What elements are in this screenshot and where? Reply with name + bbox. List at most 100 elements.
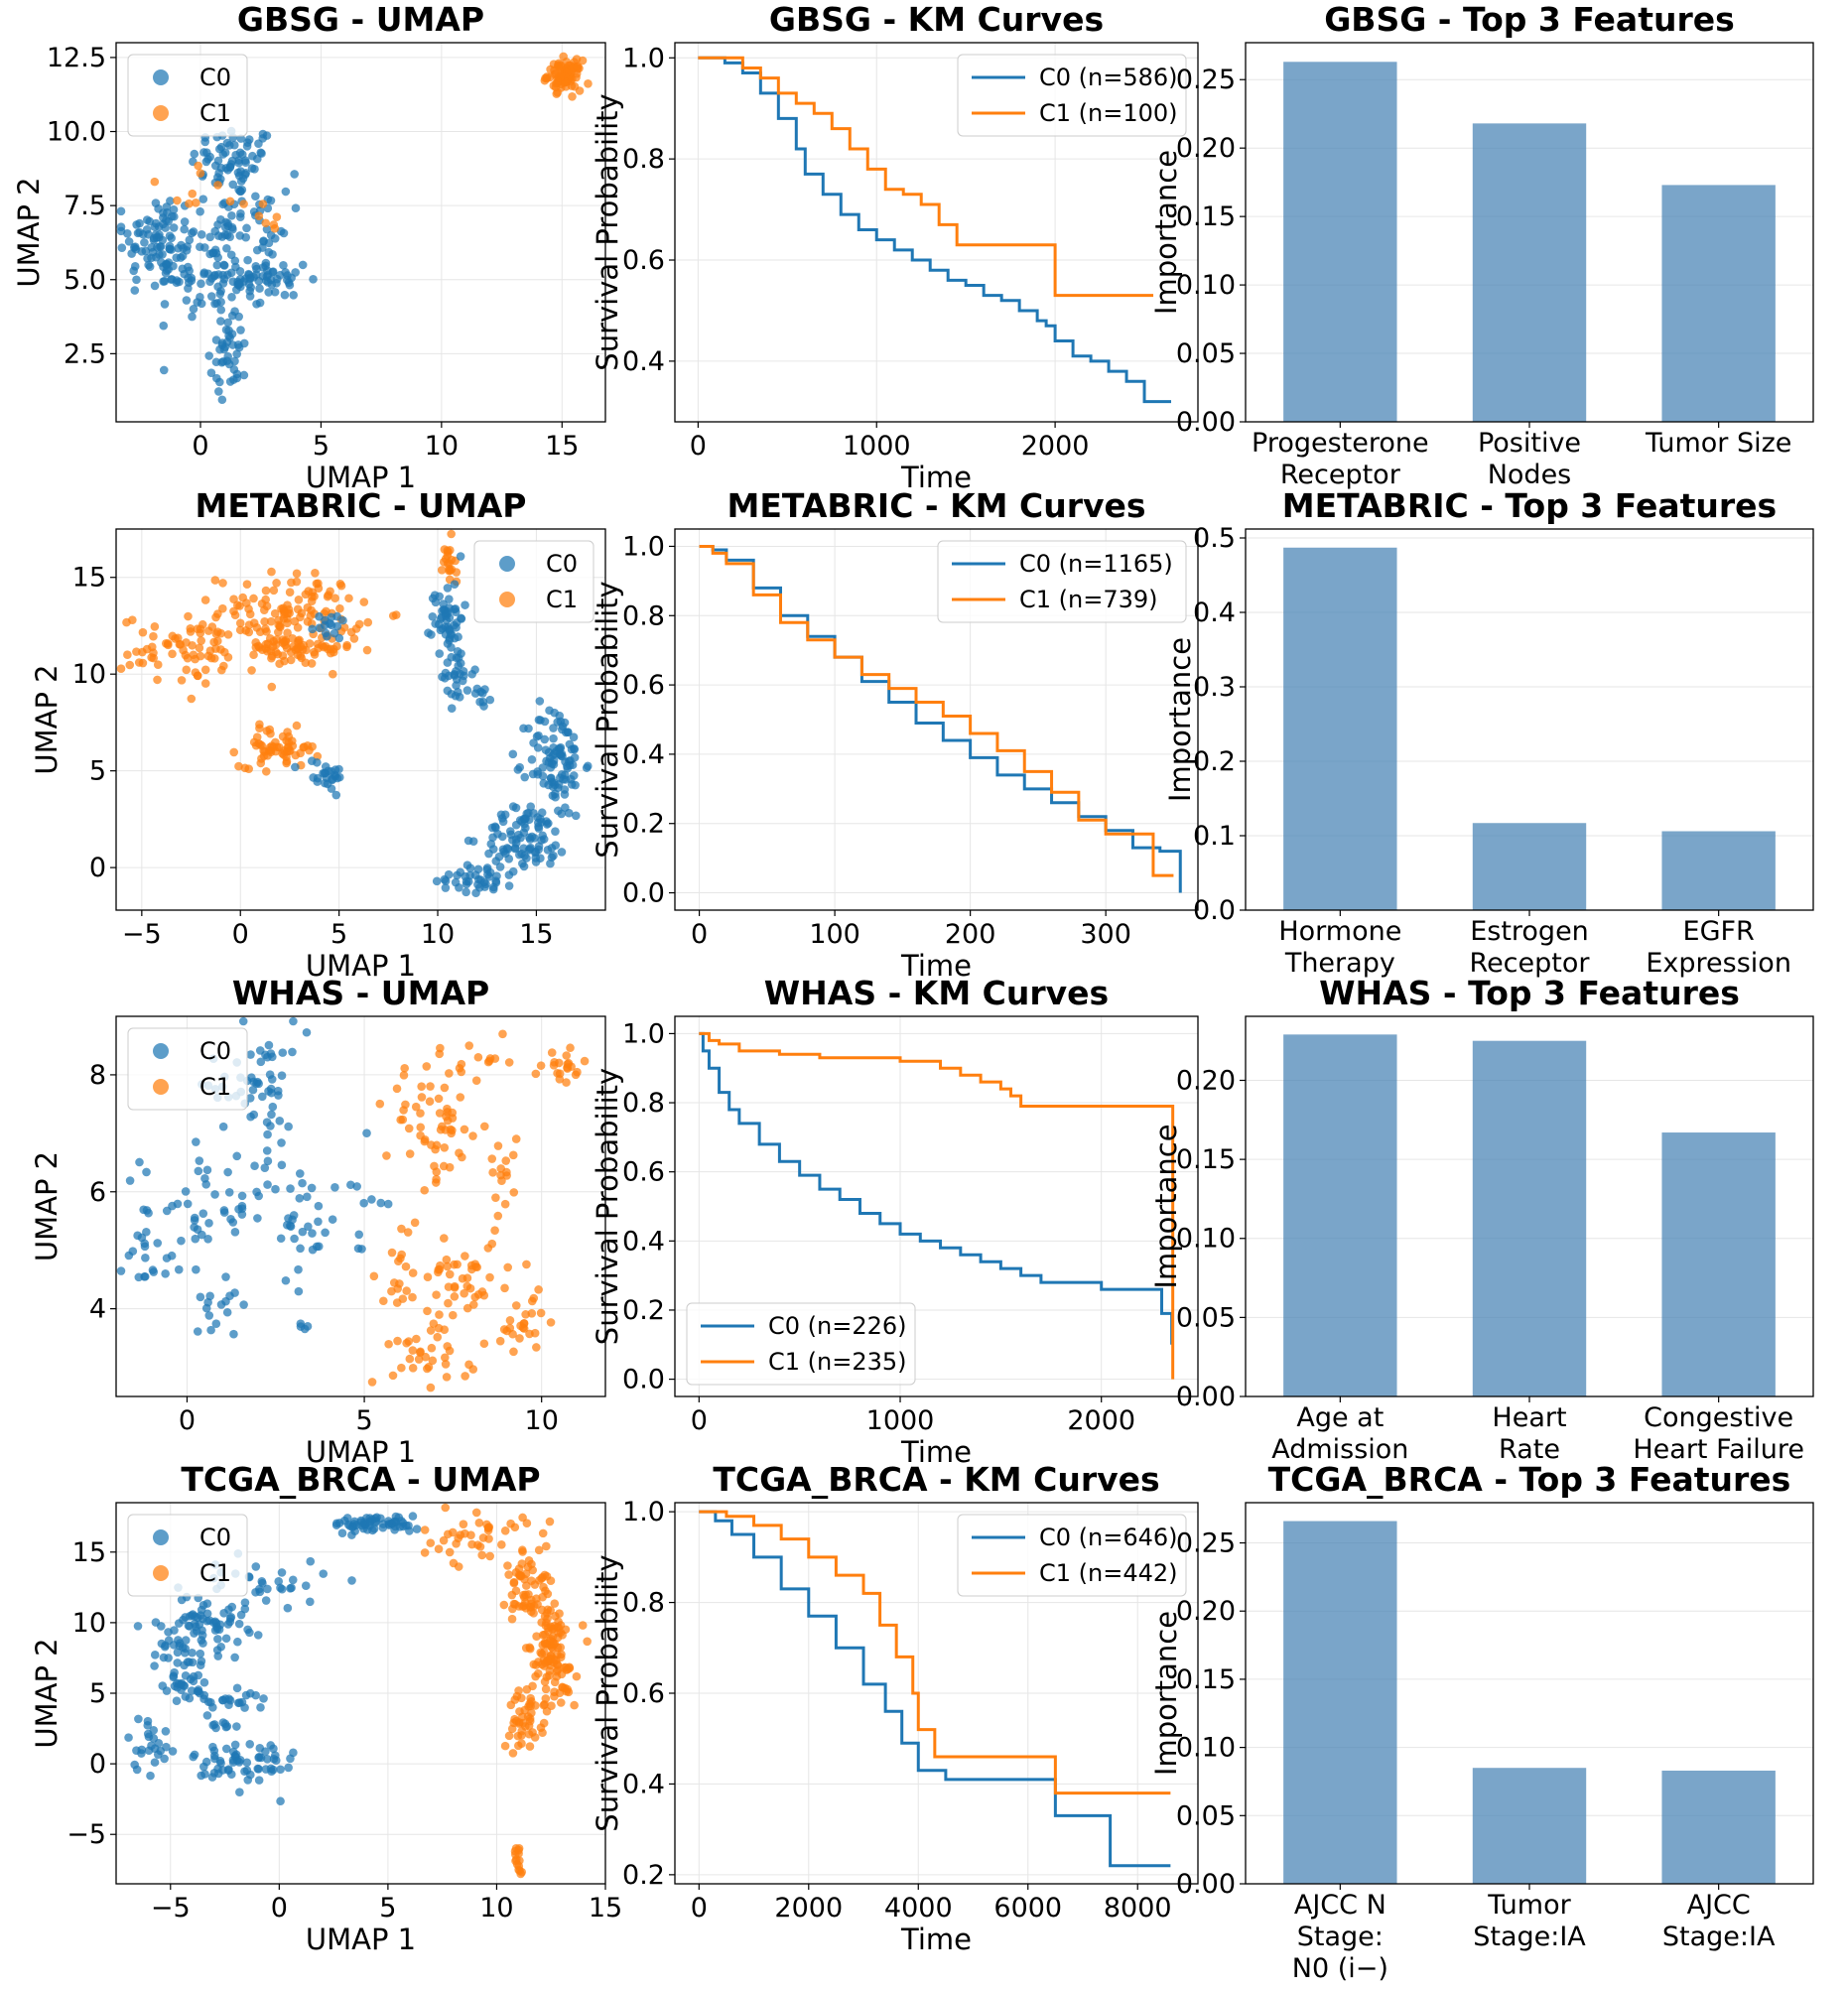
y-tick-label: 0.05 — [1176, 1800, 1236, 1831]
data-point — [160, 277, 170, 286]
y-tick-label: 0.4 — [622, 1226, 665, 1257]
y-tick-label: 5.0 — [64, 265, 106, 296]
data-point — [210, 226, 220, 236]
data-point — [551, 792, 560, 802]
data-point — [216, 665, 226, 675]
data-point — [511, 1843, 521, 1853]
whas-km-curves-subplot: 0 1000 2000 Time 0.0 0.2 0.4 0.6 0.8 1.0 Survival … — [591, 974, 1199, 1469]
data-point — [257, 1092, 267, 1102]
data-point — [551, 827, 560, 836]
data-point — [568, 91, 577, 101]
data-point — [354, 1230, 364, 1240]
data-point — [138, 627, 148, 637]
data-point — [367, 1195, 376, 1204]
data-point — [272, 279, 281, 288]
x-axis-label: Time — [900, 1435, 972, 1469]
data-point — [540, 1612, 550, 1621]
y-tick-label: 0.15 — [1176, 201, 1236, 232]
data-point — [426, 1082, 435, 1091]
data-point — [550, 708, 559, 718]
data-point — [174, 1636, 183, 1645]
km-curve-c1 — [699, 1510, 1171, 1795]
data-point — [408, 1364, 418, 1373]
data-point — [275, 621, 285, 631]
chart-title: METABRIC - KM Curves — [726, 486, 1145, 525]
bar — [1661, 831, 1776, 910]
data-point — [556, 1698, 566, 1707]
x-axis-label: UMAP 1 — [306, 949, 416, 983]
data-point — [212, 260, 222, 270]
data-point — [266, 1084, 276, 1094]
data-point — [493, 1211, 503, 1221]
y-tick-label: 12.5 — [47, 43, 106, 73]
data-point — [531, 1069, 541, 1079]
km-curve-c0 — [699, 1031, 1174, 1345]
data-point — [222, 337, 232, 346]
chart-title: TCGA_BRCA - KM Curves — [713, 1460, 1159, 1499]
data-point — [441, 1360, 451, 1369]
data-point — [199, 1677, 209, 1687]
data-point — [211, 644, 220, 653]
data-point — [313, 751, 323, 761]
legend: C0 (n=226) C1 (n=235) — [686, 1302, 916, 1386]
data-point — [184, 278, 194, 288]
data-point — [153, 242, 162, 252]
data-point — [450, 1283, 460, 1292]
bar — [1661, 1770, 1776, 1884]
data-point — [443, 584, 453, 593]
data-point — [229, 747, 239, 757]
data-point — [243, 255, 252, 265]
data-point — [142, 644, 152, 654]
x-tick-label: 10 — [525, 1405, 559, 1436]
data-point — [256, 1057, 266, 1067]
data-point — [478, 697, 488, 707]
data-point — [197, 636, 206, 645]
data-point — [216, 1300, 226, 1309]
data-point — [225, 197, 235, 206]
data-point — [527, 832, 537, 842]
data-point — [337, 1528, 347, 1538]
data-point — [161, 638, 171, 648]
data-point — [180, 1681, 190, 1690]
data-point — [310, 650, 320, 659]
data-point — [525, 1643, 534, 1653]
legend-marker — [153, 105, 169, 121]
data-point — [300, 1324, 310, 1334]
y-axis-label: UMAP 2 — [30, 1638, 64, 1748]
data-point — [302, 645, 311, 655]
data-point — [565, 760, 575, 770]
data-point — [179, 243, 188, 253]
data-point — [353, 1244, 363, 1254]
data-point — [532, 1343, 541, 1352]
data-point — [270, 608, 280, 618]
data-point — [179, 1615, 188, 1625]
data-point — [416, 1123, 426, 1132]
data-point — [200, 679, 210, 688]
data-point — [497, 814, 507, 823]
legend-marker — [153, 1079, 169, 1095]
data-point — [254, 1191, 264, 1201]
data-point — [183, 1199, 193, 1209]
data-point — [323, 631, 331, 641]
data-point — [268, 250, 277, 259]
data-point — [221, 1744, 231, 1754]
chart-title: GBSG - Top 3 Features — [1324, 0, 1735, 39]
data-point — [332, 621, 342, 631]
data-point — [504, 1731, 514, 1741]
legend-marker — [153, 1043, 169, 1059]
legend-label: C0 — [199, 1037, 231, 1065]
data-point — [153, 1239, 163, 1248]
data-point — [200, 1173, 209, 1183]
data-point — [507, 1724, 517, 1734]
data-point — [261, 1596, 271, 1605]
y-tick-label: 0.6 — [622, 670, 665, 701]
data-point — [445, 1069, 454, 1078]
data-point — [116, 206, 126, 216]
data-point — [291, 203, 301, 212]
data-point — [508, 1749, 518, 1758]
legend-label: C1 (n=235) — [768, 1348, 907, 1376]
y-tick-label: 0.10 — [1176, 1224, 1236, 1255]
data-point — [242, 598, 251, 607]
data-point — [408, 1346, 418, 1355]
